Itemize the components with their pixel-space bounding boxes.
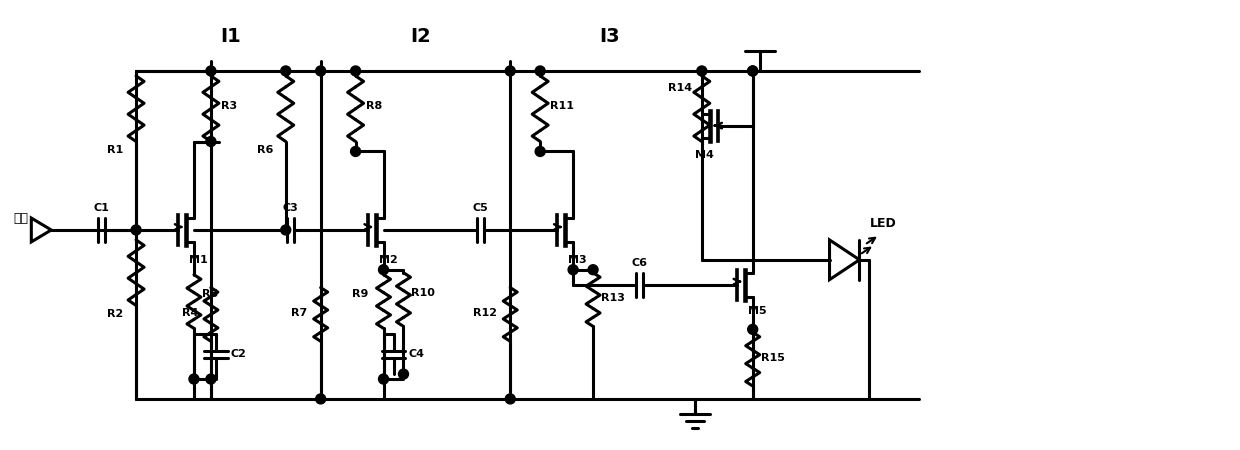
Text: R1: R1: [107, 145, 123, 155]
Circle shape: [748, 66, 758, 76]
Text: R3: R3: [221, 101, 237, 111]
Text: M5: M5: [748, 306, 766, 316]
Circle shape: [280, 66, 290, 76]
Circle shape: [188, 374, 198, 384]
Text: R7: R7: [291, 308, 308, 318]
Circle shape: [378, 374, 388, 384]
Text: R5: R5: [202, 289, 218, 299]
Text: C4: C4: [408, 349, 424, 359]
Text: M2: M2: [378, 255, 397, 265]
Text: C6: C6: [632, 258, 649, 268]
Circle shape: [316, 394, 326, 404]
Circle shape: [316, 66, 326, 76]
Text: R12: R12: [474, 308, 497, 318]
Circle shape: [378, 265, 388, 274]
Circle shape: [748, 66, 758, 76]
Text: R13: R13: [601, 293, 625, 303]
Circle shape: [505, 66, 516, 76]
Text: R4: R4: [181, 308, 198, 318]
Circle shape: [568, 265, 578, 274]
Text: I1: I1: [221, 27, 242, 45]
Text: R8: R8: [366, 101, 382, 111]
Circle shape: [505, 394, 516, 404]
Text: I2: I2: [410, 27, 430, 45]
Circle shape: [351, 147, 361, 157]
Text: R9: R9: [352, 289, 368, 299]
Text: R14: R14: [667, 83, 692, 93]
Circle shape: [206, 66, 216, 76]
Circle shape: [206, 374, 216, 384]
Text: R11: R11: [551, 101, 574, 111]
Text: C2: C2: [231, 349, 247, 359]
Circle shape: [697, 66, 707, 76]
Circle shape: [748, 324, 758, 334]
Circle shape: [536, 66, 546, 76]
Text: R2: R2: [107, 310, 123, 320]
Circle shape: [206, 136, 216, 147]
Text: C5: C5: [472, 203, 489, 213]
Text: LED: LED: [869, 217, 897, 230]
Text: 输入: 输入: [14, 212, 29, 225]
Text: R15: R15: [760, 353, 785, 363]
Text: I3: I3: [600, 27, 620, 45]
Text: R10: R10: [412, 288, 435, 298]
Text: M1: M1: [188, 255, 208, 265]
Text: C1: C1: [93, 203, 109, 213]
Text: C3: C3: [283, 203, 299, 213]
Circle shape: [351, 66, 361, 76]
Circle shape: [588, 265, 598, 274]
Circle shape: [536, 147, 546, 157]
Text: M3: M3: [568, 255, 587, 265]
Circle shape: [280, 225, 290, 235]
Circle shape: [131, 225, 141, 235]
Text: R6: R6: [258, 145, 274, 155]
Circle shape: [398, 369, 408, 379]
Text: M4: M4: [696, 150, 714, 161]
